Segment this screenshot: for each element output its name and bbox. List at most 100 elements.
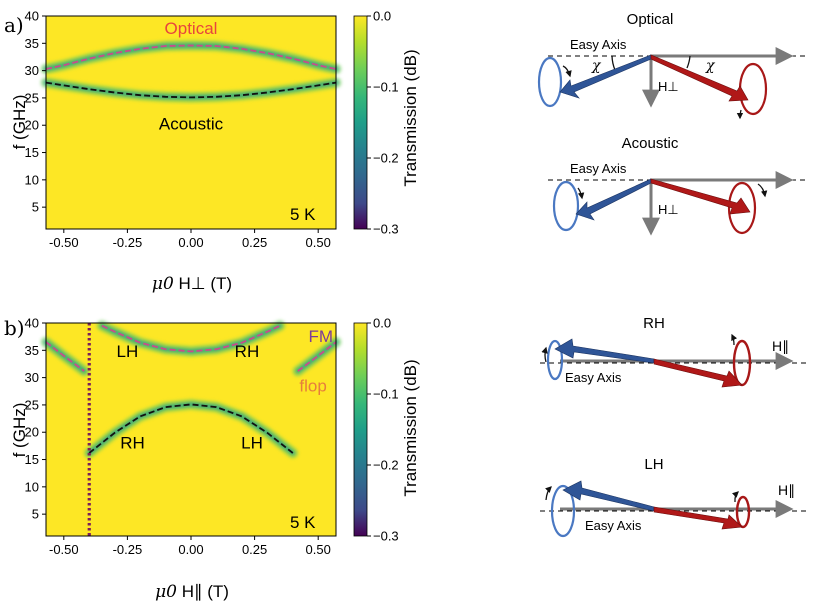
angle-arc-left-optical (611, 55, 616, 71)
spin-vector-blue-lh (562, 480, 655, 512)
precession-arrow-blue-lh (545, 486, 552, 501)
series-line-1 (101, 324, 281, 353)
precession-circle-red-lh (735, 495, 751, 529)
panel-a-label: a) (4, 13, 24, 37)
spin-vector-red-acoustic (650, 178, 751, 215)
x-tick-label: 0.50 (306, 542, 331, 557)
y-tick-label: 30 (25, 370, 39, 385)
annotation-label: RH (235, 342, 260, 361)
y-tick-label: 35 (25, 36, 39, 51)
annotation-label: RH (120, 434, 145, 453)
temperature-label-b: 5 K (290, 513, 316, 532)
annotation-label: LH (241, 434, 263, 453)
easy-axis-label-optical: Easy Axis (570, 37, 627, 52)
annotation-label: Acoustic (159, 115, 224, 134)
y-tick-label: 5 (32, 507, 39, 522)
easy-axis-label-lh: Easy Axis (585, 518, 642, 533)
field-label-acoustic: H⊥ (658, 202, 679, 217)
precession-circle-blue-acoustic (552, 180, 580, 232)
x-tick-label: 0.25 (242, 235, 267, 250)
precession-arrow-blue-acoustic (577, 187, 585, 200)
x-tick-label: 0.00 (178, 235, 203, 250)
y-tick-label: 40 (25, 9, 39, 24)
y-axis-label-a: f (GHz) (10, 95, 29, 150)
colorbar-tick-label: −0.2 (373, 151, 399, 166)
spin-vector-red-optical (650, 54, 749, 102)
angle-label-right-optical: χ (705, 58, 716, 74)
heatmap-panel-a: -0.50 -0.25 0.00 0.25 0.50 5 10 15 20 25 30 35 40 O… (10, 9, 342, 294)
colorbar-tick-label: −0.3 (373, 222, 399, 237)
precession-arrow-red-lh (731, 491, 739, 503)
plot-area-b (46, 323, 336, 536)
colorbar-tick-label: 0.0 (373, 316, 391, 331)
diagram-title-lh: LH (644, 456, 663, 473)
y-tick-label: 15 (25, 145, 39, 160)
y-tick-label: 10 (25, 172, 39, 187)
colorbar-tick-label: −0.1 (373, 387, 399, 402)
x-tick-label: -0.50 (49, 542, 79, 557)
diagram-title-rh: RH (643, 315, 665, 332)
field-label-rh: H∥ (772, 338, 789, 354)
y-tick-label: 25 (25, 397, 39, 412)
temperature-label-a: 5 K (290, 205, 316, 224)
x-axis-label-a: μ0 H⊥ (T) (152, 274, 232, 294)
series-line-2 (45, 81, 337, 99)
x-tick-label: -0.25 (113, 542, 143, 557)
precession-arrow-red-rh (731, 333, 738, 346)
annotation-label: Optical (165, 19, 218, 38)
heatmap-panel-b: -0.50 -0.25 0.00 0.25 0.50 5 10 15 20 25 30 35 40 L… (10, 316, 342, 602)
spin-vector-blue-rh (554, 338, 655, 364)
series-line-3 (45, 341, 85, 372)
easy-axis-label-rh: Easy Axis (565, 370, 622, 385)
spin-vector-blue-acoustic (575, 178, 652, 221)
y-tick-label: 30 (25, 63, 39, 78)
colorbar-label-b: Transmission (dB) (401, 359, 420, 496)
absorption-band-inner (86, 401, 296, 456)
x-tick-label: -0.50 (49, 235, 79, 250)
y-tick-label: 5 (32, 200, 39, 215)
annotation-label: FM (308, 327, 333, 346)
y-tick-label: 15 (25, 452, 39, 467)
diagram-title-optical: Optical (627, 11, 674, 28)
x-axis-label-b: μ0 H∥ (T) (155, 582, 229, 602)
spin-vector-red-lh (653, 506, 743, 530)
field-label-optical: H⊥ (658, 79, 679, 94)
y-tick-label: 35 (25, 343, 39, 358)
x-tick-label: 0.50 (306, 235, 331, 250)
x-tick-label: -0.25 (113, 235, 143, 250)
precession-circle-blue-rh (546, 339, 564, 381)
diagram-acoustic: Acoustic Easy Axis H⊥ (548, 135, 808, 236)
annotation-label: LH (117, 342, 139, 361)
y-tick-label: 10 (25, 479, 39, 494)
angle-label-left-optical: χ (591, 58, 602, 74)
colorbar-tick-label: −0.2 (373, 458, 399, 473)
x-tick-label: 0.25 (242, 542, 267, 557)
annotation-label: flop (299, 376, 326, 395)
precession-arrow-red-optical (736, 109, 744, 120)
colorbar-b: 0.0 −0.1 −0.2 −0.3 Transmission (dB) (353, 316, 420, 544)
y-tick-label: 40 (25, 316, 39, 331)
plot-area-a (46, 16, 336, 229)
series-line-4 (297, 341, 337, 372)
diagram-optical: Optical Easy Axis H⊥ χ χ (537, 11, 808, 120)
colorbar-tick-label: −0.1 (373, 80, 399, 95)
precession-circle-blue-lh (550, 484, 576, 538)
spin-vector-red-rh (653, 358, 743, 388)
colorbar-tick-label: −0.3 (373, 529, 399, 544)
series-line-1 (45, 44, 337, 70)
precession-circle-blue-optical (537, 56, 563, 108)
y-tick-label: 25 (25, 90, 39, 105)
colorbar-label-a: Transmission (dB) (401, 49, 420, 186)
y-tick-label: 20 (25, 425, 39, 440)
y-axis-label-b: f (GHz) (10, 403, 29, 458)
easy-axis-label-acoustic: Easy Axis (570, 161, 627, 176)
diagram-rh: RH H∥ Easy Axis (540, 315, 808, 388)
panel-b-label: b) (4, 316, 25, 340)
precession-arrow-red-acoustic (757, 183, 768, 198)
y-tick-label: 20 (25, 118, 39, 133)
precession-arrow-blue-optical (562, 65, 572, 78)
field-label-lh: H∥ (778, 482, 795, 498)
colorbar-a: 0.0 −0.1 −0.2 −0.3 Transmission (dB) (353, 9, 420, 237)
diagram-title-acoustic: Acoustic (622, 135, 679, 152)
